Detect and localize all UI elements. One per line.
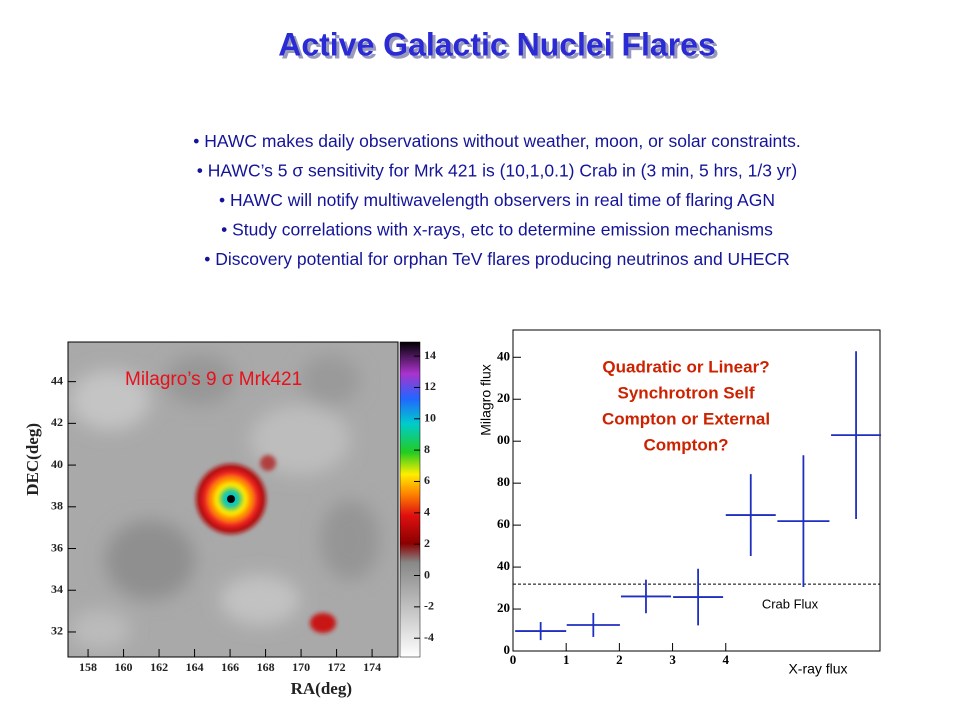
- colorbar-tick-label: 4: [424, 505, 430, 519]
- y-tick-label: 60: [497, 516, 510, 531]
- colorbar: [399, 341, 421, 658]
- y-axis-title: Milagro flux: [478, 364, 494, 436]
- y-axis-title: DEC(deg): [23, 423, 42, 496]
- x-tick-label: 3: [669, 652, 676, 667]
- colorbar-tick-label: 14: [424, 348, 436, 362]
- bullet-dot: •: [204, 249, 215, 269]
- y-tick-label: 32: [51, 624, 63, 638]
- y-tick-label: 40: [497, 348, 510, 363]
- x-tick-label: 162: [150, 660, 168, 674]
- y-tick-label: 00: [497, 432, 510, 447]
- bullet-dot: •: [193, 131, 204, 151]
- annotation-line: Compton or External: [602, 409, 770, 428]
- plot-frame: [512, 329, 881, 652]
- x-tick-label: 160: [115, 660, 133, 674]
- colorbar-tick-label: 12: [424, 379, 436, 393]
- y-tick-label: 80: [497, 474, 510, 489]
- bullet: • HAWC’s 5 σ sensitivity for Mrk 421 is …: [197, 160, 797, 180]
- annotation: Quadratic or Linear? Synchrotron Self Comp…: [602, 357, 770, 454]
- bullet: • HAWC will notify multiwavelength obser…: [219, 190, 775, 210]
- sky-map: [68, 342, 398, 657]
- bullet-dot: •: [197, 160, 208, 180]
- reference-label: Crab Flux: [762, 596, 819, 611]
- x-tick-label: 166: [221, 660, 239, 674]
- x-tick-label: 170: [292, 660, 310, 674]
- colorbar-tick-label: 8: [424, 442, 430, 456]
- colorbar-tick-label: 2: [424, 536, 430, 550]
- bullet-text: Discovery potential for orphan TeV flare…: [215, 249, 790, 269]
- x-tick-label: 174: [363, 660, 381, 674]
- colorbar-tick-label: -4: [424, 630, 434, 644]
- bullet-text: Study correlations with x-rays, etc to d…: [232, 219, 773, 239]
- colorbar-tick-label: 6: [424, 473, 430, 487]
- x-axis-title: X-ray flux: [788, 661, 847, 677]
- annotation-line: Compton?: [644, 435, 729, 454]
- x-tick-label: 168: [257, 660, 275, 674]
- bullet-list: • HAWC makes daily observations without …: [193, 131, 801, 269]
- colorbar-tick-label: 10: [424, 411, 436, 425]
- bullet-text: HAWC’s 5 σ sensitivity for Mrk 421 is (1…: [208, 160, 797, 180]
- bullet: • Discovery potential for orphan TeV fla…: [204, 249, 790, 269]
- colorbar-tick-label: -2: [424, 599, 434, 613]
- x-tick-label: 4: [723, 652, 730, 667]
- x-tick-label: 0: [510, 652, 517, 667]
- x-tick-label: 164: [186, 660, 204, 674]
- slide-title: Active Galactic Nuclei Flares: [278, 26, 716, 62]
- y-tick-label: 0: [504, 642, 511, 657]
- x-axis-title: RA(deg): [291, 679, 352, 698]
- bullet: • Study correlations with x-rays, etc to…: [221, 219, 773, 239]
- y-tick-label: 40: [51, 457, 63, 471]
- y-tick-label: 38: [51, 499, 63, 513]
- y-tick-label: 44: [51, 373, 63, 387]
- bullet-text: HAWC makes daily observations without we…: [204, 131, 801, 151]
- bullet-dot: •: [221, 219, 232, 239]
- y-tick-label: 40: [497, 558, 510, 573]
- colorbar-tick-label: 0: [424, 567, 430, 581]
- y-tick-label: 42: [51, 415, 63, 429]
- y-tick-label: 20: [497, 600, 510, 615]
- annotation-line: Synchrotron Self: [618, 383, 755, 402]
- title-shadow: Active Galactic Nuclei Flares: [281, 29, 719, 65]
- x-tick-label: 172: [328, 660, 346, 674]
- x-tick-label: 2: [616, 652, 623, 667]
- map-frame: [67, 341, 399, 658]
- bullet: • HAWC makes daily observations without …: [193, 131, 801, 151]
- bullet-text: HAWC will notify multiwavelength observe…: [230, 190, 775, 210]
- y-tick-label: 34: [51, 582, 63, 596]
- x-tick-label: 158: [79, 660, 97, 674]
- y-tick-label: 36: [51, 540, 63, 554]
- x-tick-label: 1: [563, 652, 570, 667]
- y-tick-label: 20: [497, 390, 510, 405]
- map-label: Milagro’s 9 σ Mrk421: [125, 369, 302, 390]
- annotation-line: Quadratic or Linear?: [602, 357, 769, 376]
- bullet-dot: •: [219, 190, 230, 210]
